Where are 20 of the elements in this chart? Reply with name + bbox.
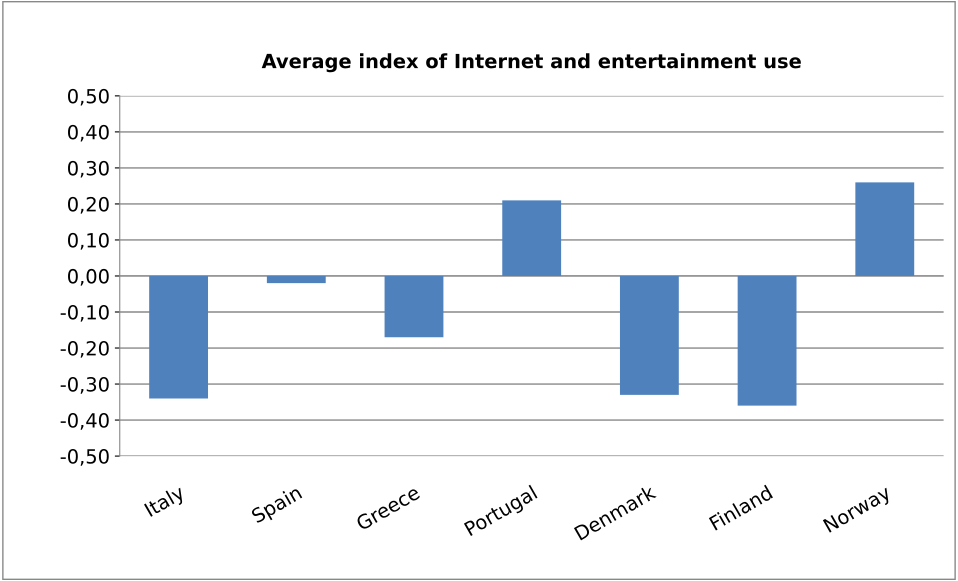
y-tick-label: -0,30 bbox=[60, 376, 109, 394]
y-tick-label: 0,50 bbox=[68, 88, 109, 106]
bar bbox=[384, 276, 444, 338]
y-tick-label: 0,20 bbox=[68, 196, 109, 214]
y-tick-label: 0,30 bbox=[68, 160, 109, 178]
y-tick-label: 0,00 bbox=[68, 268, 109, 286]
bar bbox=[266, 276, 326, 284]
y-tick-label: 0,10 bbox=[68, 232, 109, 250]
bar bbox=[502, 200, 562, 276]
y-tick-label: -0,20 bbox=[60, 340, 109, 358]
y-tick-label: 0,40 bbox=[68, 124, 109, 142]
bar bbox=[149, 276, 208, 398]
x-tick-label: Italy bbox=[144, 484, 188, 520]
chart-title: Average index of Internet and entertainment use bbox=[262, 53, 801, 72]
y-tick-label: -0,40 bbox=[60, 413, 109, 430]
bar bbox=[620, 276, 679, 395]
y-tick-label: -0,50 bbox=[60, 449, 109, 466]
bar bbox=[738, 276, 797, 406]
y-tick-label: -0,10 bbox=[60, 304, 109, 322]
bar bbox=[855, 182, 914, 276]
